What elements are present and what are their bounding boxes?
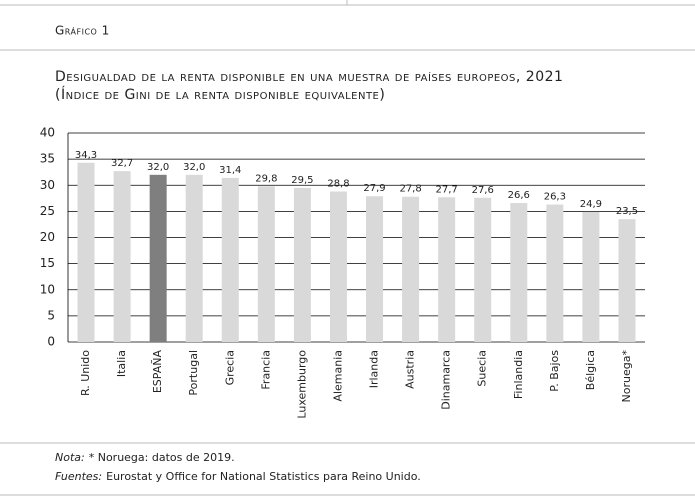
chart-title: Desigualdad de la renta disponible en un… [55, 69, 563, 85]
data-label: 32,0 [147, 162, 169, 173]
chart-subtitle: (Índice de Gini de la renta disponible e… [55, 86, 385, 103]
y-tick-label: 10 [40, 282, 55, 296]
bar [402, 196, 420, 342]
y-tick-label: 0 [47, 335, 55, 349]
bar [113, 171, 131, 342]
data-label: 27,9 [363, 183, 385, 194]
bar [474, 197, 492, 342]
bar [149, 174, 167, 342]
y-tick-label: 15 [40, 256, 55, 270]
data-label: 32,7 [111, 158, 133, 169]
x-tick-label: Alemania [331, 350, 344, 402]
x-tick-label: Noruega* [620, 350, 633, 403]
data-label: 26,3 [544, 192, 566, 203]
x-tick-label: Irlanda [368, 350, 381, 388]
x-tick-label: ESPAÑA [151, 350, 164, 394]
y-tick-label: 25 [40, 204, 55, 218]
y-tick-label: 40 [40, 126, 55, 140]
data-label: 26,6 [508, 190, 530, 201]
sources: Eurostat y Office for National Statistic… [106, 470, 421, 483]
x-tick-label: R. Unido [79, 350, 92, 396]
y-tick-label: 30 [40, 178, 55, 192]
figure-label: Gráfico 1 [55, 24, 110, 38]
y-tick-label: 20 [40, 230, 55, 244]
data-label: 31,4 [219, 165, 241, 176]
data-label: 23,5 [616, 206, 638, 217]
data-label: 28,8 [327, 179, 349, 190]
x-tick-label: Suecia [476, 350, 489, 387]
x-tick-label: Francia [259, 350, 272, 390]
bar [582, 211, 600, 342]
bar [221, 177, 239, 342]
x-tick-label: Dinamarca [440, 350, 453, 410]
data-label: 27,8 [399, 184, 421, 195]
bar [185, 174, 203, 342]
x-tick-label: Portugal [187, 350, 200, 396]
bar [293, 187, 311, 342]
data-label: 32,0 [183, 162, 205, 173]
bar [618, 219, 636, 342]
x-tick-label: Finlandia [512, 350, 525, 399]
data-label: 34,3 [75, 150, 97, 161]
bar [257, 186, 275, 342]
y-tick-label: 35 [40, 152, 55, 166]
bar [329, 191, 347, 342]
bar [366, 196, 384, 342]
data-label: 29,8 [255, 173, 277, 184]
note: * Noruega: datos de 2019. [89, 451, 235, 464]
y-tick-label: 5 [47, 308, 55, 322]
bar [438, 197, 456, 342]
data-label: 29,5 [291, 175, 313, 186]
sources-label: Fuentes: [55, 470, 102, 483]
note-label: Nota: [55, 451, 85, 464]
x-tick-label: Bélgica [584, 350, 597, 390]
x-tick-label: Grecia [223, 350, 236, 385]
data-label: 24,9 [580, 199, 602, 210]
data-label: 27,7 [436, 184, 458, 195]
data-label: 27,6 [472, 185, 494, 196]
x-tick-label: Austria [404, 350, 417, 389]
x-tick-label: Italia [115, 350, 128, 377]
x-tick-label: P. Bajos [548, 350, 561, 392]
bar [546, 204, 564, 342]
bar [77, 162, 95, 342]
x-tick-label: Luxemburgo [295, 350, 308, 419]
bar [510, 203, 528, 342]
